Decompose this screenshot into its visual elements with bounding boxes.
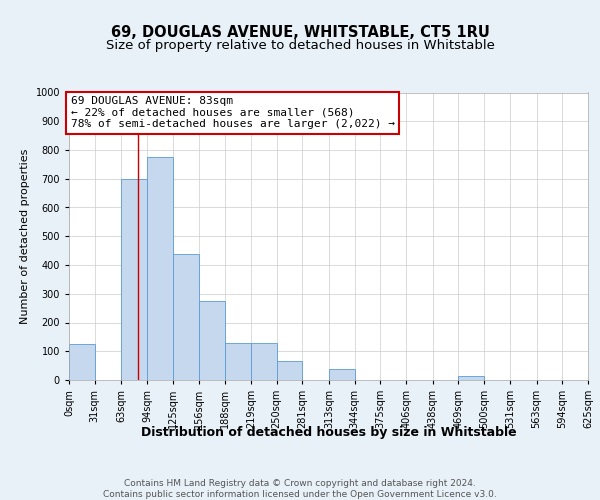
Bar (458, 376, 484, 380)
Text: Size of property relative to detached houses in Whitstable: Size of property relative to detached ho… (106, 38, 494, 52)
Bar (199, 301, 225, 380)
Text: 69 DOUGLAS AVENUE: 83sqm
← 22% of detached houses are smaller (568)
78% of semi-: 69 DOUGLAS AVENUE: 83sqm ← 22% of detach… (71, 96, 395, 130)
Bar (329, 368, 355, 380)
Bar (225, 342, 251, 380)
Bar (251, 342, 277, 380)
Bar (173, 254, 199, 380)
Y-axis label: Number of detached properties: Number of detached properties (20, 148, 30, 324)
Bar (147, 157, 173, 380)
Text: Distribution of detached houses by size in Whitstable: Distribution of detached houses by size … (141, 426, 517, 439)
Text: Contains HM Land Registry data © Crown copyright and database right 2024.
Contai: Contains HM Land Registry data © Crown c… (103, 480, 497, 498)
Bar (69, 344, 95, 380)
Bar (277, 362, 302, 380)
Bar (121, 179, 147, 380)
Text: 69, DOUGLAS AVENUE, WHITSTABLE, CT5 1RU: 69, DOUGLAS AVENUE, WHITSTABLE, CT5 1RU (110, 25, 490, 40)
